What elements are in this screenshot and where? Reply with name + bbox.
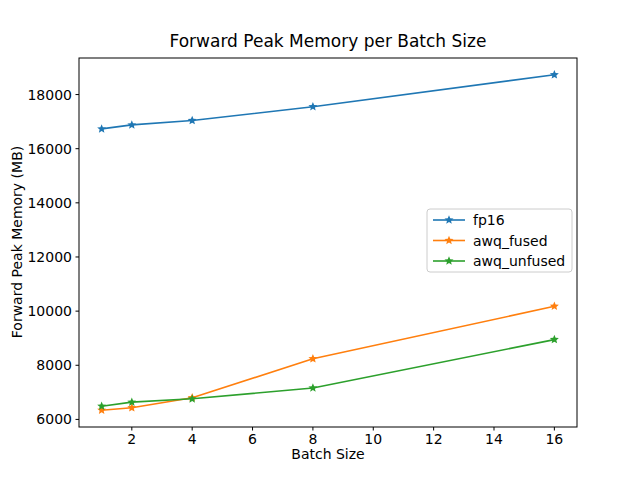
star-marker-awq_fused bbox=[308, 354, 317, 363]
star-marker-awq_unfused bbox=[550, 335, 559, 344]
star-marker-fp16 bbox=[97, 124, 106, 132]
star-marker-fp16 bbox=[550, 70, 559, 79]
star-marker-fp16 bbox=[308, 102, 317, 111]
y-tick-label: 12000 bbox=[27, 249, 72, 265]
star-marker-awq_fused bbox=[127, 403, 136, 412]
x-tick-label: 2 bbox=[127, 431, 136, 447]
series-line-fp16 bbox=[102, 75, 555, 129]
y-tick-label: 6000 bbox=[36, 411, 72, 427]
star-marker-awq_fused bbox=[550, 302, 559, 311]
series-line-awq_fused bbox=[102, 306, 555, 410]
plot-area: 2 4 6 8 10 12 14 16 6000 8000 10000 12000 14000 16000… bbox=[0, 0, 640, 480]
x-tick-label: 4 bbox=[188, 431, 197, 447]
star-marker-fp16 bbox=[188, 116, 197, 125]
star-marker-awq_unfused bbox=[188, 394, 197, 403]
legend-label-awq_unfused: awq_unfused bbox=[473, 253, 565, 269]
x-tick-label: 16 bbox=[545, 431, 563, 447]
x-tick-label: 14 bbox=[485, 431, 503, 447]
y-tick-label: 8000 bbox=[36, 357, 72, 373]
y-tick-label: 14000 bbox=[27, 195, 72, 211]
legend-label-awq_fused: awq_fused bbox=[473, 233, 548, 249]
series-line-awq_unfused bbox=[102, 340, 555, 407]
matplotlib-figure: Forward Peak Memory per Batch Size Forwa… bbox=[0, 0, 640, 480]
x-tick-label: 12 bbox=[425, 431, 443, 447]
x-tick-label: 8 bbox=[308, 431, 317, 447]
x-tick-label: 10 bbox=[364, 431, 382, 447]
star-marker-fp16 bbox=[127, 120, 136, 129]
star-marker-awq_unfused bbox=[308, 383, 317, 392]
y-tick-label: 10000 bbox=[27, 303, 72, 319]
x-tick-label: 6 bbox=[248, 431, 257, 447]
y-tick-label: 18000 bbox=[27, 87, 72, 103]
legend-label-fp16: fp16 bbox=[473, 212, 505, 228]
y-tick-label: 16000 bbox=[27, 141, 72, 157]
